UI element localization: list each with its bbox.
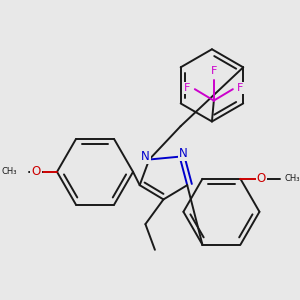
Text: N: N xyxy=(141,150,150,163)
Text: F: F xyxy=(184,83,190,93)
Text: CH₃: CH₃ xyxy=(2,167,17,176)
Text: N: N xyxy=(179,147,188,160)
Text: F: F xyxy=(237,83,244,93)
Text: CH₃: CH₃ xyxy=(284,174,300,183)
Text: F: F xyxy=(211,66,217,76)
Text: O: O xyxy=(257,172,266,185)
Text: O: O xyxy=(32,165,41,178)
